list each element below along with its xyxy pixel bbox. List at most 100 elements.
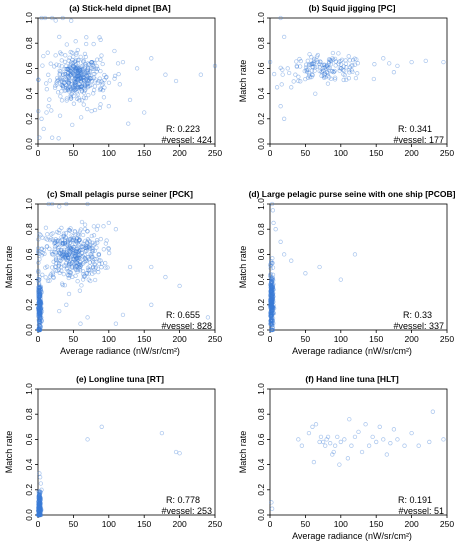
- data-point: [282, 252, 287, 257]
- data-point: [73, 82, 78, 87]
- data-point: [163, 274, 168, 280]
- data-point: [92, 79, 97, 84]
- data-point: [45, 232, 50, 237]
- data-point: [62, 71, 67, 77]
- vessel-count: #vessel: 337: [393, 321, 444, 331]
- data-point: [37, 512, 42, 517]
- data-point: [36, 306, 42, 312]
- data-point: [79, 84, 84, 89]
- data-point: [293, 72, 298, 77]
- y-tick-label: 0.0: [256, 509, 266, 521]
- data-point: [269, 321, 274, 326]
- data-point: [77, 85, 83, 90]
- data-point: [268, 301, 273, 307]
- data-point: [36, 326, 41, 332]
- data-point: [79, 244, 84, 250]
- data-point: [71, 84, 76, 89]
- data-point: [78, 76, 84, 81]
- data-point: [65, 87, 70, 92]
- data-point: [318, 59, 323, 65]
- y-tick-label: 1.0: [24, 12, 34, 24]
- data-point: [306, 430, 312, 436]
- data-point: [322, 72, 327, 78]
- data-point: [268, 303, 273, 308]
- data-point: [84, 35, 89, 40]
- data-point: [75, 77, 81, 82]
- data-point: [89, 245, 95, 251]
- data-point: [82, 78, 87, 83]
- data-point: [36, 307, 42, 312]
- data-point: [341, 64, 346, 69]
- data-point: [77, 72, 82, 77]
- data-point: [36, 309, 42, 314]
- data-point: [36, 249, 41, 254]
- data-point: [37, 312, 42, 317]
- data-point: [37, 231, 42, 237]
- data-point: [337, 65, 343, 71]
- data-point: [96, 269, 101, 275]
- data-point: [269, 319, 275, 324]
- data-point: [74, 248, 79, 254]
- data-point: [72, 87, 77, 92]
- data-point: [78, 68, 83, 73]
- data-point: [269, 289, 274, 294]
- data-point: [58, 69, 63, 74]
- data-point: [57, 228, 62, 233]
- data-point: [63, 255, 68, 261]
- data-point: [70, 247, 75, 252]
- data-point: [336, 61, 341, 66]
- data-point: [332, 68, 337, 74]
- data-point: [346, 76, 352, 81]
- data-point: [80, 63, 85, 69]
- data-point: [37, 505, 42, 510]
- data-point: [270, 256, 275, 261]
- data-point: [96, 258, 102, 263]
- data-point: [36, 491, 42, 496]
- data-point: [50, 237, 55, 242]
- data-point: [268, 296, 274, 301]
- data-point: [65, 67, 70, 72]
- x-tick-label: 200: [173, 148, 187, 158]
- data-point: [270, 284, 275, 290]
- data-point: [36, 512, 41, 518]
- data-point: [269, 280, 274, 285]
- data-point: [84, 244, 89, 249]
- y-tick-label: 0.0: [24, 138, 34, 150]
- data-point: [311, 58, 317, 63]
- data-point: [72, 68, 78, 73]
- y-tick-label: 0.8: [256, 37, 266, 49]
- data-point: [74, 77, 80, 82]
- data-point: [39, 507, 44, 512]
- data-point: [105, 265, 110, 270]
- data-point: [37, 277, 42, 282]
- data-point: [88, 246, 93, 251]
- data-point: [71, 256, 76, 262]
- data-point: [36, 496, 42, 502]
- data-point: [36, 294, 41, 299]
- data-point: [310, 61, 316, 66]
- data-point: [36, 512, 41, 518]
- data-point: [68, 226, 73, 231]
- x-tick-label: 200: [173, 519, 187, 529]
- data-point: [65, 255, 71, 261]
- data-point: [59, 268, 64, 273]
- data-point: [107, 250, 112, 256]
- data-point: [76, 86, 81, 91]
- data-point: [326, 57, 332, 62]
- data-point: [38, 508, 43, 513]
- data-point: [91, 264, 96, 270]
- data-point: [37, 310, 42, 316]
- data-point: [100, 82, 105, 87]
- data-point: [149, 264, 154, 270]
- data-point: [87, 260, 93, 265]
- data-point: [309, 72, 315, 77]
- data-point: [38, 507, 43, 512]
- data-point: [269, 305, 274, 310]
- data-point: [101, 224, 106, 229]
- data-point: [78, 84, 83, 89]
- data-point: [58, 255, 64, 260]
- data-point: [64, 66, 69, 72]
- data-point: [40, 235, 45, 240]
- data-point: [65, 247, 70, 252]
